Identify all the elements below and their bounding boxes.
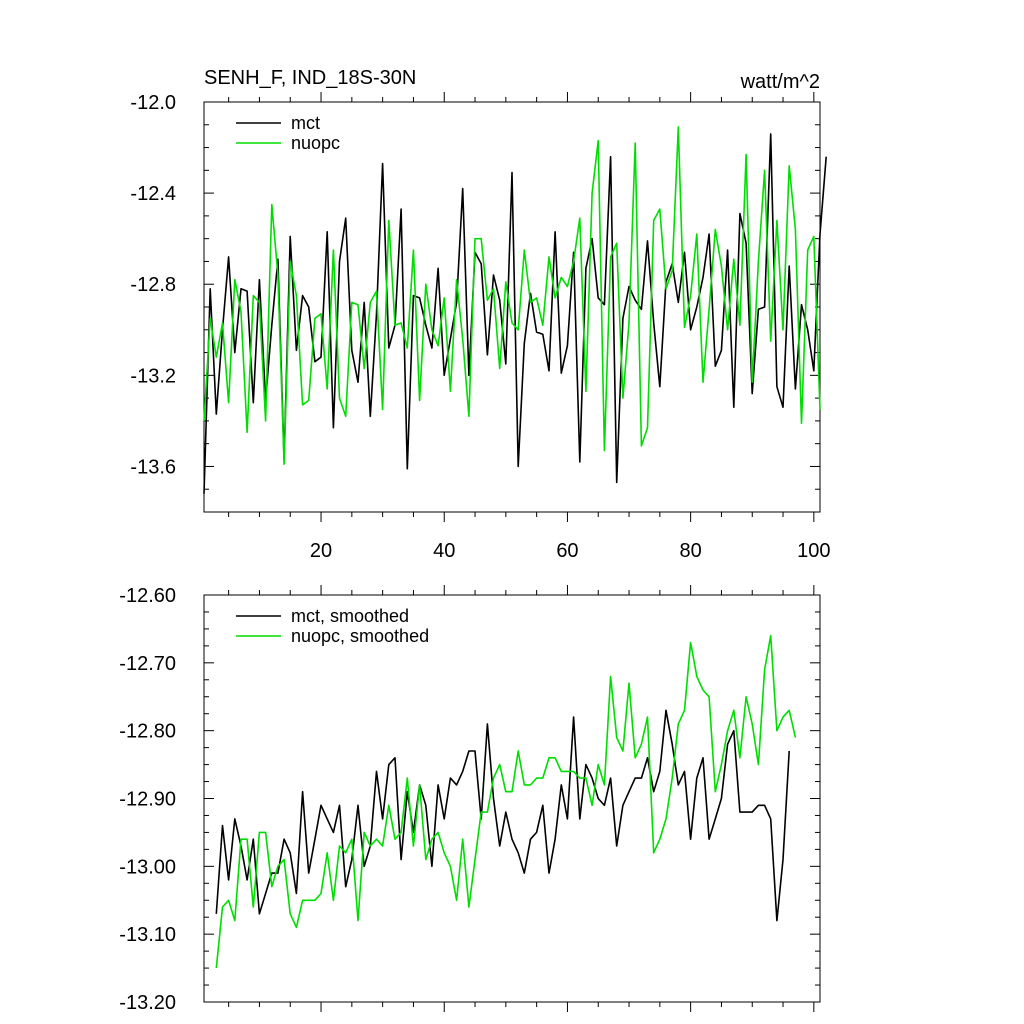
chart-title: SENH_F, IND_18S-30N: [204, 67, 416, 89]
series-line-nuopc: [203, 126, 821, 466]
legend-label: nuopc: [291, 133, 340, 153]
y-tick-label: -13.10: [119, 924, 176, 946]
plot-frame: [203, 594, 821, 1003]
series-line-mct-smoothed: [215, 709, 790, 922]
x-tick-label: 20: [310, 540, 332, 562]
x-tick-label: 60: [556, 540, 578, 562]
series-line-nuopc-smoothed: [215, 634, 797, 969]
y-tick-label: -12.70: [119, 653, 176, 675]
legend-label: mct: [291, 113, 320, 133]
y-tick-label: -13.00: [119, 856, 176, 878]
top-panel: -13.6 -13.2 -12.8 -12.4 -12.0 20 40 60 80 100 SENH…: [130, 67, 830, 562]
y-tick-label: -12.60: [119, 585, 176, 607]
y-tick-label: -12.0: [130, 92, 176, 114]
y-tick-label: -12.4: [130, 183, 176, 205]
y-tick-label: -12.90: [119, 789, 176, 811]
x-tick-label: 40: [433, 540, 455, 562]
y-tick-label: -13.6: [130, 456, 176, 478]
x-tick-label: 100: [797, 540, 830, 562]
series-line-mct: [203, 133, 827, 494]
y-tick-label: -13.20: [119, 992, 176, 1014]
legend-label: nuopc, smoothed: [291, 626, 429, 646]
y-tick-label: -13.2: [130, 365, 176, 387]
legend-label: mct, smoothed: [291, 606, 409, 626]
y-tick-label: -12.80: [119, 721, 176, 743]
y-tick-label: -12.8: [130, 274, 176, 296]
x-tick-label: 80: [680, 540, 702, 562]
units-label: watt/m^2: [740, 71, 820, 93]
bottom-panel: -13.20 -13.10 -13.00 -12.90 -12.80 -12.70 -12.…: [119, 585, 821, 1014]
